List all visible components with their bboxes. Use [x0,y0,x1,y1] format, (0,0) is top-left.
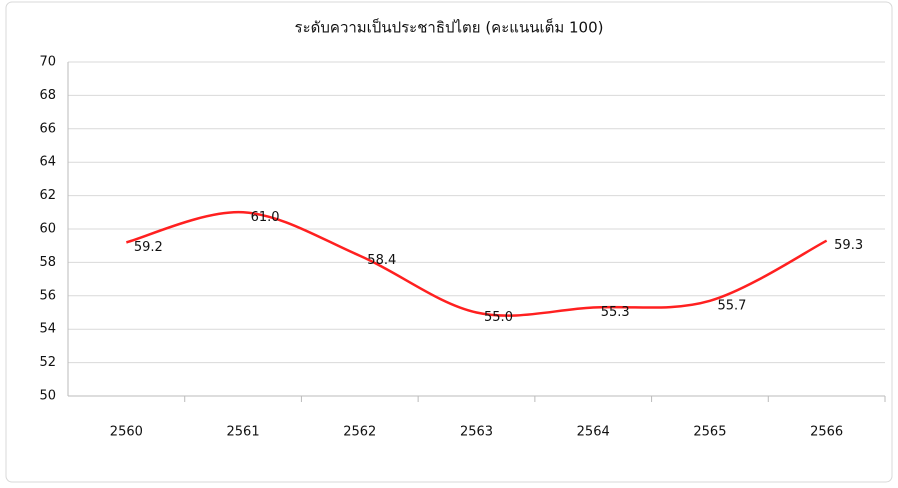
data-label: 59.3 [834,238,863,253]
x-tick-label: 2566 [810,425,843,440]
x-tick-label: 2563 [460,425,493,440]
y-tick-label: 68 [39,88,56,103]
y-tick-label: 56 [39,288,56,303]
chart-title: ระดับความเป็นประชาธิปไตย (คะแนนเต็ม 100) [295,18,604,37]
y-tick-label: 62 [39,188,56,203]
y-tick-label: 54 [39,322,56,337]
x-tick-label: 2560 [110,425,143,440]
y-tick-label: 52 [39,355,56,370]
data-label: 58.4 [367,253,396,268]
data-label: 61.0 [251,210,280,225]
y-tick-label: 60 [39,222,56,237]
x-tick-label: 2564 [577,425,610,440]
card [5,1,893,483]
x-tick-label: 2561 [227,425,260,440]
y-tick-label: 58 [39,255,56,270]
data-label: 59.2 [134,240,163,255]
data-label: 55.7 [717,298,746,313]
x-tick-label: 2562 [343,425,376,440]
y-tick-label: 70 [39,55,56,70]
y-tick-label: 64 [39,155,56,170]
line [126,211,828,317]
y-tick-label: 50 [39,389,56,404]
y-tick-label: 66 [39,121,56,136]
data-label: 55.3 [601,305,630,320]
x-tick-label: 2565 [693,425,726,440]
data-label: 55.0 [484,310,513,325]
